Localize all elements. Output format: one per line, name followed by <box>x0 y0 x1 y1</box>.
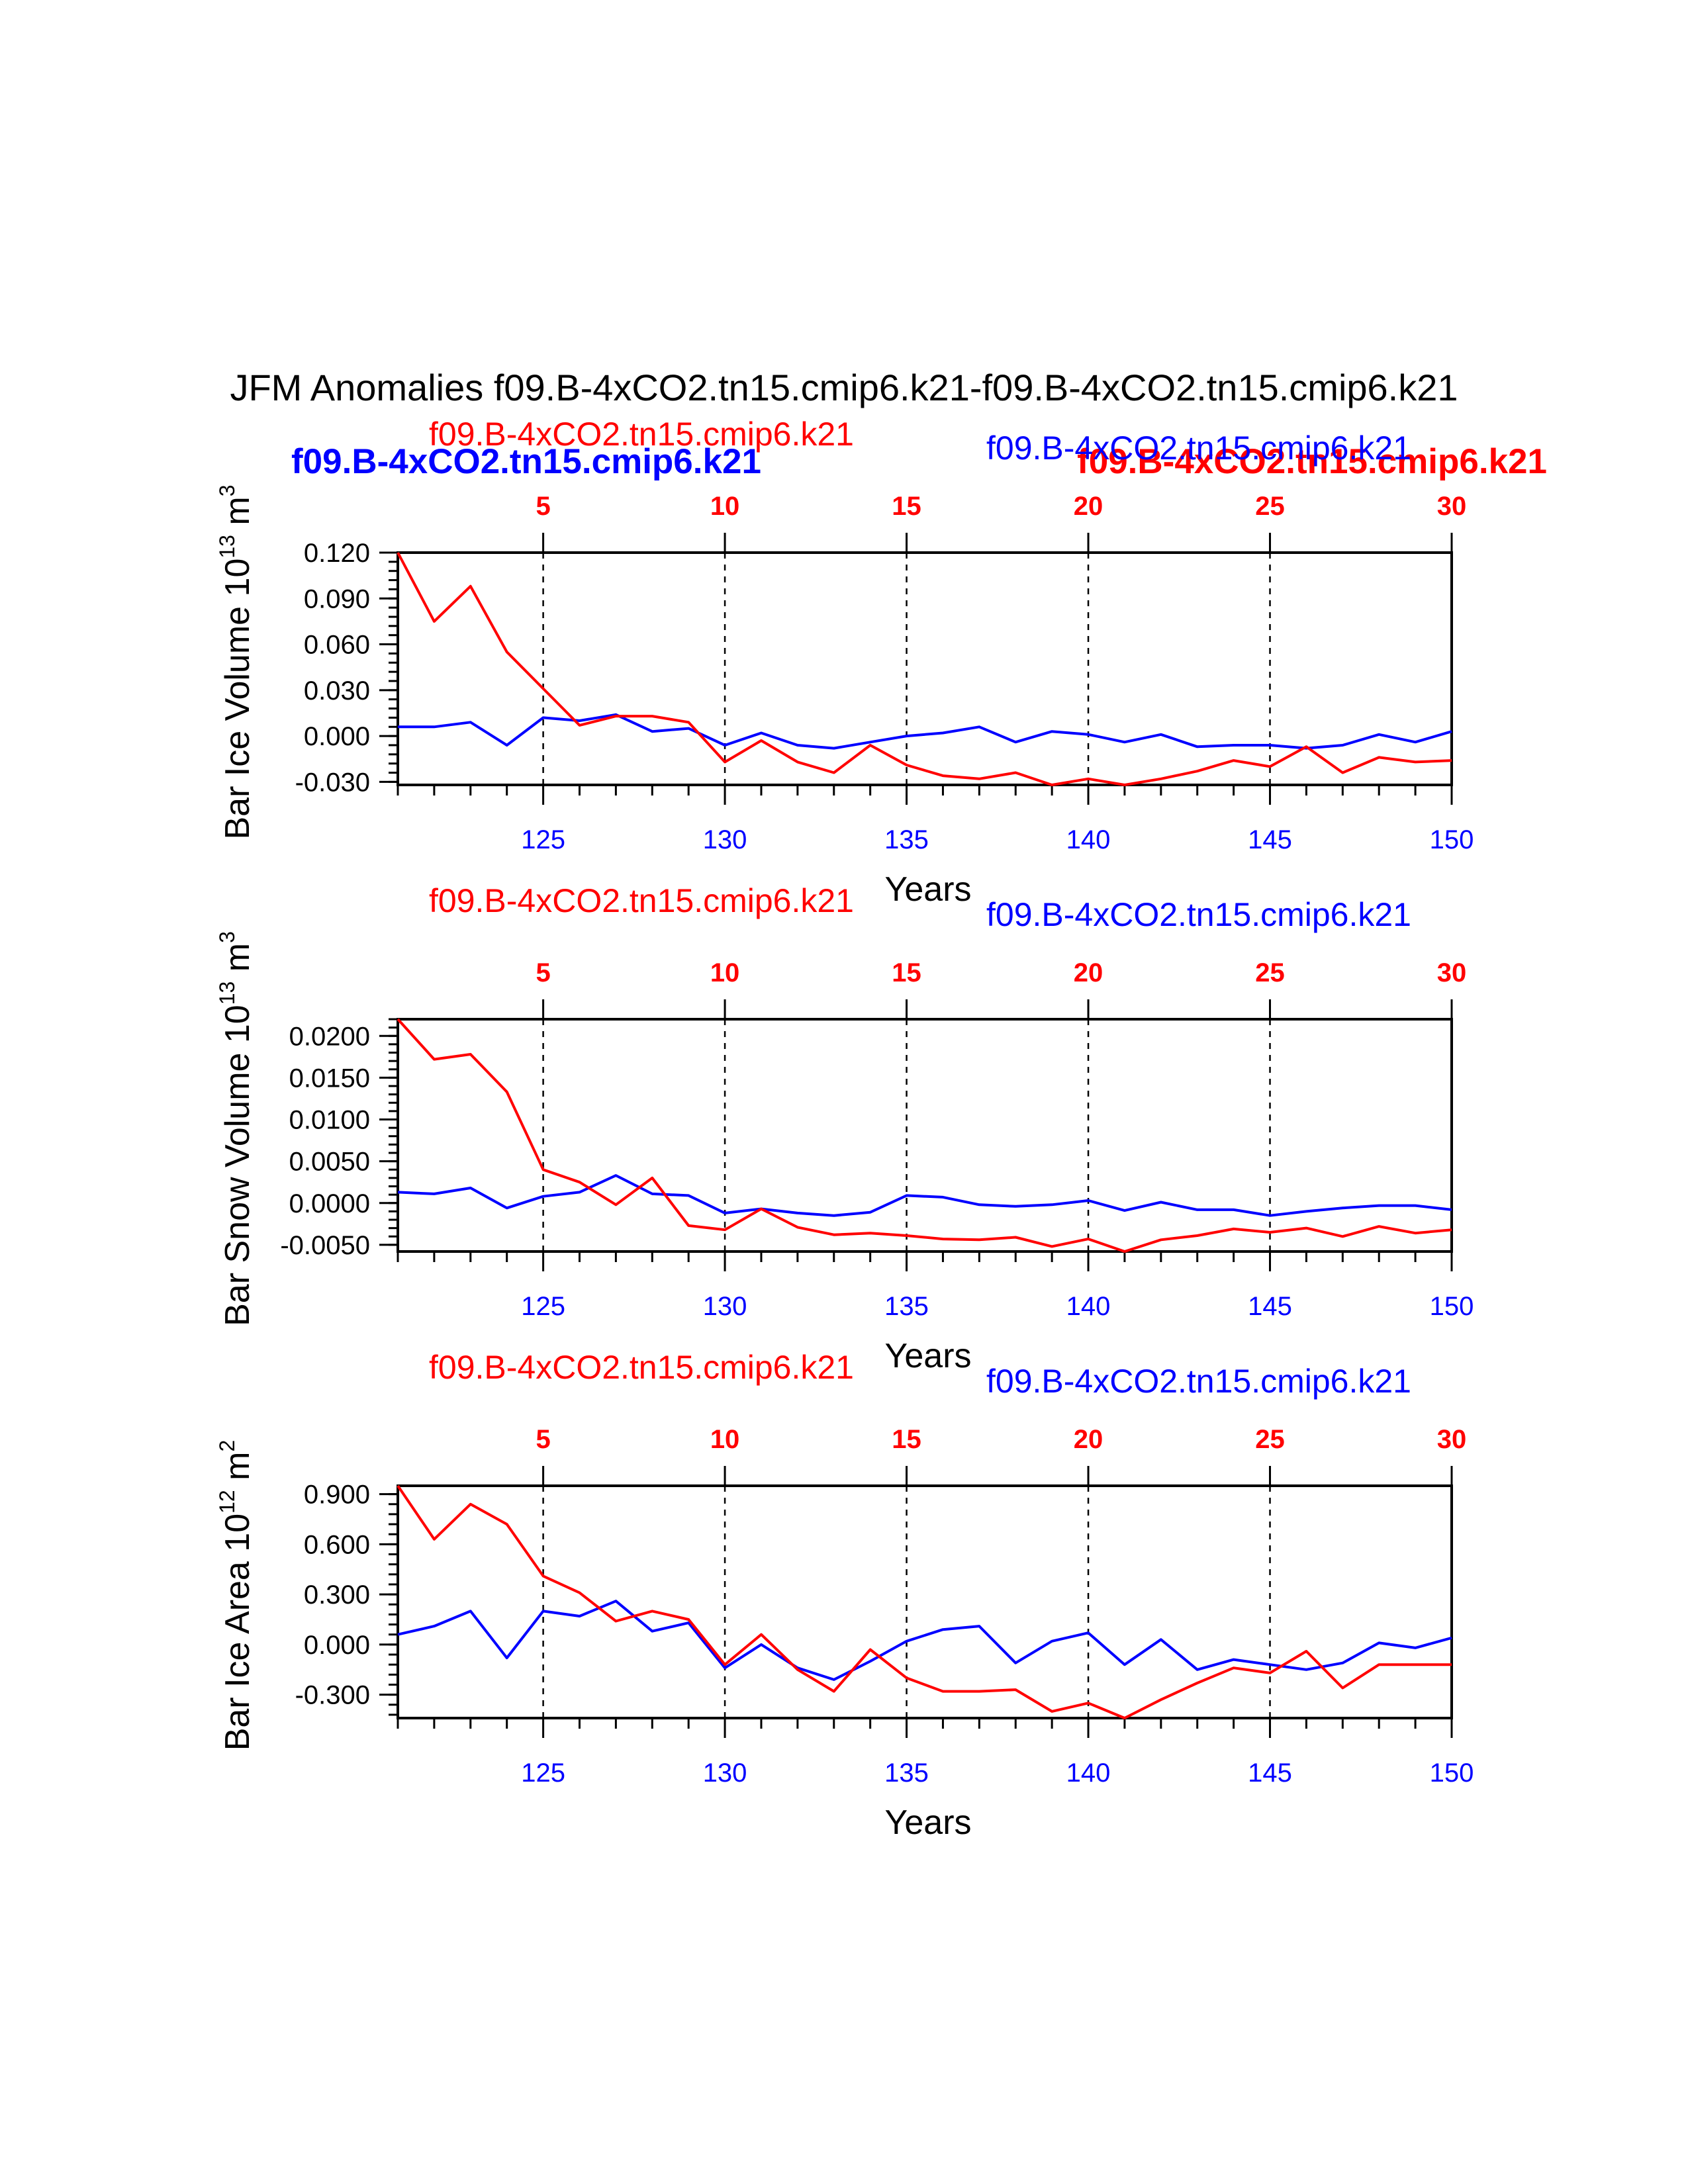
series-line-blue <box>397 1600 1452 1681</box>
chart-panel-3: f09.B-4xCO2.tn15.cmip6.k21 f09.B-4xCO2.tn… <box>215 1349 1474 1842</box>
y-tick-label: -0.300 <box>295 1681 370 1710</box>
x-top-tick-label: 25 <box>1255 1425 1285 1454</box>
x-tick-label: 125 <box>521 1292 565 1321</box>
y-tick-label: 0.600 <box>304 1530 370 1559</box>
x-top-tick-label: 25 <box>1255 958 1285 987</box>
x-axis-label: Years <box>884 1803 971 1842</box>
x-tick-label: 140 <box>1066 1292 1111 1321</box>
x-tick-label: 140 <box>1066 825 1111 854</box>
case-label-red: f09.B-4xCO2.tn15.cmip6.k21 <box>429 416 854 453</box>
x-tick-label: 125 <box>521 825 565 854</box>
x-tick-label: 130 <box>703 825 747 854</box>
case-label-red: f09.B-4xCO2.tn15.cmip6.k21 <box>429 1349 854 1386</box>
case-label-red: f09.B-4xCO2.tn15.cmip6.k21 <box>429 882 854 919</box>
x-tick-label: 140 <box>1066 1758 1111 1788</box>
x-top-tick-label: 20 <box>1074 492 1103 521</box>
x-top-tick-label: 15 <box>892 958 921 987</box>
plot-frame <box>397 551 1453 786</box>
y-tick-label: 0.300 <box>304 1580 370 1610</box>
x-tick-label: 145 <box>1248 1758 1292 1788</box>
x-tick-label: 125 <box>521 1758 565 1788</box>
x-axis-label: Years <box>884 1337 971 1375</box>
header-bold-red-case: f09.B-4xCO2.tn15.cmip6.k21 <box>1077 442 1547 481</box>
x-top-tick-label: 30 <box>1437 1425 1467 1454</box>
x-tick-label: 130 <box>703 1292 747 1321</box>
x-top-tick-label: 15 <box>892 1425 921 1454</box>
x-top-tick-label: 15 <box>892 492 921 521</box>
x-top-tick-label: 25 <box>1255 492 1285 521</box>
chart-panel-1: f09.B-4xCO2.tn15.cmip6.k21 f09.B-4xCO2.tn… <box>215 416 1474 909</box>
series-line-red <box>397 1018 1452 1253</box>
x-tick-label: 145 <box>1248 825 1292 854</box>
y-tick-label: 0.120 <box>304 539 370 568</box>
x-tick-label: 135 <box>884 1292 929 1321</box>
x-top-tick-label: 20 <box>1074 958 1103 987</box>
series-line-red <box>397 1484 1452 1719</box>
y-tick-label: 0.0150 <box>289 1064 370 1093</box>
x-top-tick-label: 30 <box>1437 958 1467 987</box>
x-top-tick-label: 10 <box>710 1425 740 1454</box>
y-tick-label: -0.030 <box>295 768 370 797</box>
series-line-blue <box>397 1174 1452 1217</box>
header-bold-blue-case: f09.B-4xCO2.tn15.cmip6.k21 <box>291 442 761 481</box>
y-tick-label: 0.0100 <box>289 1106 370 1135</box>
x-tick-label: 150 <box>1430 825 1474 854</box>
y-tick-label: 0.0050 <box>289 1148 370 1177</box>
y-tick-label: 0.0200 <box>289 1022 370 1051</box>
x-top-tick-label: 10 <box>710 492 740 521</box>
x-tick-label: 135 <box>884 825 929 854</box>
chart-panel-2: f09.B-4xCO2.tn15.cmip6.k21 f09.B-4xCO2.tn… <box>215 882 1474 1375</box>
x-tick-label: 145 <box>1248 1292 1292 1321</box>
x-tick-label: 130 <box>703 1758 747 1788</box>
x-tick-label: 150 <box>1430 1758 1474 1788</box>
case-label-blue: f09.B-4xCO2.tn15.cmip6.k21 <box>986 430 1411 467</box>
x-top-tick-label: 10 <box>710 958 740 987</box>
series-line-red <box>397 552 1452 786</box>
x-top-tick-label: 20 <box>1074 1425 1103 1454</box>
page-title: JFM Anomalies f09.B-4xCO2.tn15.cmip6.k21… <box>230 367 1458 408</box>
x-top-tick-label: 5 <box>536 492 550 521</box>
y-tick-label: 0.000 <box>304 1631 370 1660</box>
y-tick-label: 0.060 <box>304 631 370 660</box>
x-top-tick-label: 30 <box>1437 492 1467 521</box>
case-label-blue: f09.B-4xCO2.tn15.cmip6.k21 <box>986 896 1411 933</box>
series-line-blue <box>398 713 1452 750</box>
case-label-blue: f09.B-4xCO2.tn15.cmip6.k21 <box>986 1363 1411 1400</box>
y-axis-label: Bar Ice Area 1012 m2 <box>215 1440 257 1751</box>
y-tick-label: 0.900 <box>304 1480 370 1510</box>
x-axis-label: Years <box>884 870 971 909</box>
x-tick-label: 150 <box>1430 1292 1474 1321</box>
y-tick-label: 0.090 <box>304 584 370 614</box>
x-tick-label: 135 <box>884 1758 929 1788</box>
y-tick-label: -0.0050 <box>280 1231 370 1260</box>
x-top-tick-label: 5 <box>536 1425 550 1454</box>
y-tick-label: 0.030 <box>304 676 370 705</box>
plot-frame <box>397 1018 1453 1253</box>
y-axis-label: Bar Snow Volume 1013 m3 <box>215 931 257 1326</box>
y-tick-label: 0.000 <box>304 722 370 751</box>
y-axis-label: Bar Ice Volume 1013 m3 <box>215 484 257 839</box>
plot-frame <box>397 1484 1453 1719</box>
y-tick-label: 0.0000 <box>289 1189 370 1218</box>
x-top-tick-label: 5 <box>536 958 550 987</box>
